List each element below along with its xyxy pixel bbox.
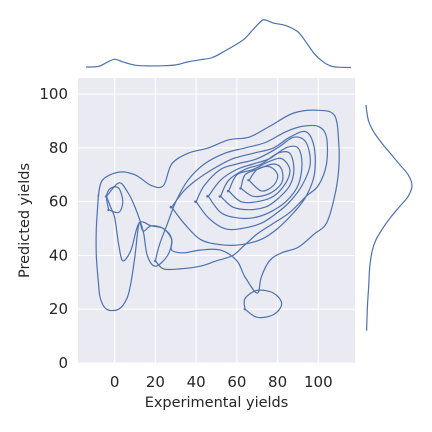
x-tick-label: 20 xyxy=(146,373,165,391)
plot-background xyxy=(78,78,355,363)
contour-line xyxy=(239,163,284,198)
y-tick-label: 0 xyxy=(58,354,68,372)
contour-line xyxy=(247,165,279,192)
x-tick-label: 80 xyxy=(268,373,287,391)
contour-line xyxy=(194,136,311,231)
x-tick-label: 100 xyxy=(304,373,333,391)
x-tick-label: 0 xyxy=(110,373,120,391)
contour-line xyxy=(243,289,283,319)
contour-line xyxy=(218,151,295,211)
y-tick-label: 80 xyxy=(49,139,68,157)
y-tick-label: 60 xyxy=(49,193,68,211)
x-tick-label: 60 xyxy=(227,373,246,391)
x-marginal-curve xyxy=(86,19,351,69)
y-tick-label: 100 xyxy=(39,85,68,103)
contour-line xyxy=(104,182,173,267)
x-marginal-density xyxy=(86,19,351,69)
y-tick-labels: 0 20 40 60 80 100 xyxy=(39,85,68,372)
x-tick-labels: 0 20 40 60 80 100 xyxy=(110,373,333,391)
contour-line xyxy=(226,157,291,204)
contour-line xyxy=(105,186,124,214)
x-axis-label: Experimental yields xyxy=(145,395,289,411)
contour-line xyxy=(95,109,340,312)
contour-lines xyxy=(95,109,340,319)
contour-line xyxy=(154,124,329,271)
y-tick-label: 20 xyxy=(49,300,68,318)
y-tick-label: 40 xyxy=(49,246,68,264)
y-axis-label: Predicted yields xyxy=(17,163,33,278)
y-marginal-curve xyxy=(365,104,413,331)
x-tick-label: 40 xyxy=(187,373,206,391)
y-marginal-density xyxy=(365,104,413,331)
main-plot-area xyxy=(78,78,355,364)
contour-line xyxy=(169,130,316,246)
contour-line xyxy=(206,145,303,220)
